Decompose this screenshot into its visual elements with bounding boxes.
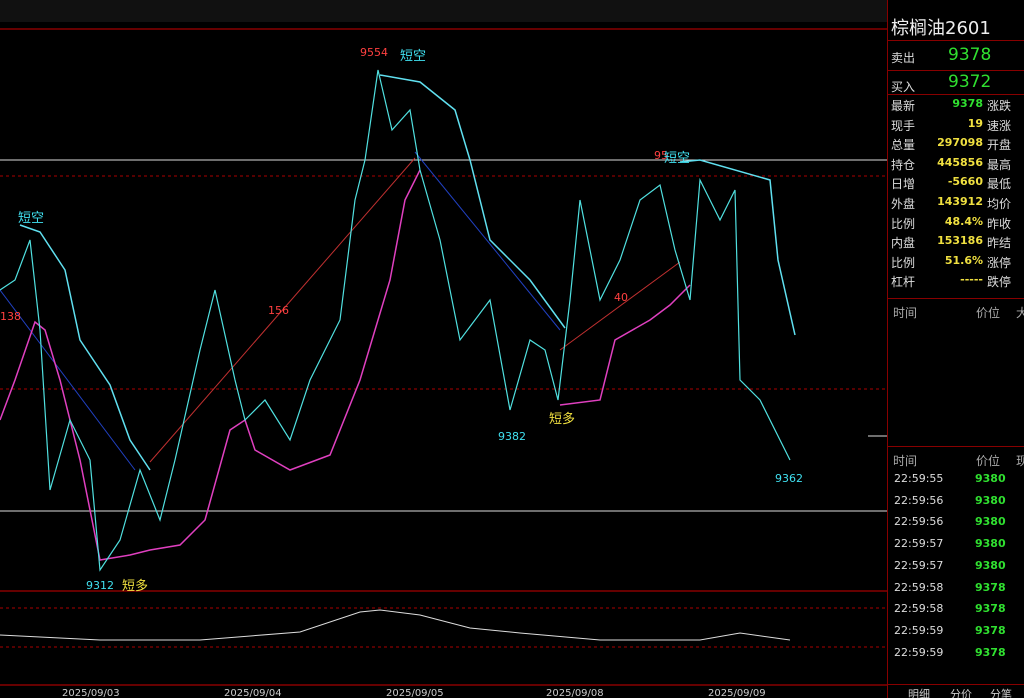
field-label: 最新 <box>891 99 916 113</box>
indicator-line <box>0 609 791 641</box>
field-label: 现手 <box>891 118 916 133</box>
price-label: 9362 <box>775 472 803 485</box>
kline-chart: 9554 短空 短空 156 9312 短多 9382 短多 9362 95 短… <box>0 0 887 698</box>
column-header: 现 <box>1016 454 1024 468</box>
trend-label: 40 <box>614 291 628 304</box>
label-group: 9554 短空 短空 156 9312 短多 9382 短多 9362 95 短… <box>0 46 803 594</box>
trend-label: 156 <box>268 304 289 317</box>
tick-time: 22:59:59 <box>894 623 944 637</box>
column-header: 价位 <box>976 454 1001 468</box>
date-label: 2025/09/03 <box>62 688 120 698</box>
tick-price: 9378 <box>975 623 1006 637</box>
field-value: 445856 <box>937 155 983 169</box>
field-label: 涨跌 <box>987 99 1012 113</box>
sell-label: 卖出 <box>891 51 916 65</box>
field-label: 比例 <box>891 255 916 270</box>
field-value: 153186 <box>937 234 983 248</box>
field-label: 外盘 <box>891 197 916 211</box>
field-value: 19 <box>967 116 983 130</box>
field-value: 51.6% <box>944 253 983 267</box>
field-label: 日增 <box>891 177 916 192</box>
price-line <box>0 69 791 572</box>
price-label: 9312 <box>86 579 114 592</box>
date-label: 2025/09/09 <box>708 688 766 698</box>
stop-line <box>379 74 566 329</box>
buy-label: 买入 <box>891 80 916 94</box>
tick-time: 22:59:57 <box>894 537 944 551</box>
signal-label: 短空 <box>400 49 426 64</box>
field-value: ----- <box>960 273 983 287</box>
column-header: 价位 <box>976 306 1001 320</box>
tick-price: 9378 <box>975 602 1006 616</box>
field-label: 最高 <box>987 157 1012 172</box>
field-label: 均价 <box>987 197 1012 211</box>
tick-price: 9380 <box>975 558 1006 572</box>
tick-price: 9380 <box>975 493 1006 507</box>
price-label: 9554 <box>360 46 388 59</box>
tick-time: 22:59:59 <box>894 645 944 659</box>
date-label: 2025/09/08 <box>546 688 604 698</box>
field-value: 48.4% <box>944 214 983 228</box>
tick-price: 9378 <box>975 580 1006 594</box>
field-label: 速涨 <box>987 118 1012 133</box>
buy-price: 9372 <box>948 72 992 92</box>
field-label: 内盘 <box>891 236 916 251</box>
trend-line <box>559 261 681 351</box>
field-label: 持仓 <box>891 157 916 172</box>
stop-line <box>19 224 151 471</box>
sell-price: 9378 <box>948 45 992 65</box>
stop-line <box>0 169 421 561</box>
signal-label: 短多 <box>549 411 575 427</box>
tick-time: 22:59:56 <box>894 515 944 529</box>
trend-label: 138 <box>0 310 21 323</box>
date-label: 2025/09/04 <box>224 688 282 698</box>
tick-price: 9380 <box>975 472 1006 485</box>
tab[interactable]: 分笔 <box>990 688 1012 698</box>
field-label: 昨收 <box>987 216 1012 231</box>
trend-line <box>0 289 136 471</box>
field-label: 昨结 <box>987 236 1012 251</box>
price-label: 9382 <box>498 430 526 443</box>
field-label: 最低 <box>987 177 1012 192</box>
tick-time: 22:59:57 <box>894 558 944 572</box>
field-label: 比例 <box>891 216 916 231</box>
tick-time: 22:59:58 <box>894 580 944 594</box>
column-header: 时间 <box>893 454 918 468</box>
tick-time: 22:59:55 <box>894 472 944 485</box>
tab[interactable]: 分价 <box>950 688 972 698</box>
field-label: 跌停 <box>987 275 1012 290</box>
trend-line <box>414 151 561 331</box>
tick-price: 9380 <box>975 537 1006 551</box>
signal-label: 短空 <box>18 211 44 226</box>
field-label: 杠杆 <box>891 275 916 290</box>
date-axis: 2025/09/03 2025/09/04 2025/09/05 2025/09… <box>62 688 766 698</box>
date-label: 2025/09/05 <box>386 688 444 698</box>
field-value: 9378 <box>952 97 983 110</box>
field-value: -5660 <box>947 175 983 189</box>
toolbar <box>0 0 887 22</box>
column-header: 大 <box>1016 306 1024 320</box>
contract-title: 棕榈油2601 <box>891 18 991 39</box>
signal-label: 短多 <box>122 578 148 594</box>
tick-time: 22:59:56 <box>894 493 944 507</box>
tick-price: 9380 <box>975 515 1006 529</box>
field-value: 143912 <box>937 195 983 208</box>
stop-line <box>559 284 691 406</box>
tick-price: 9378 <box>975 645 1006 659</box>
price-label: 95 <box>654 149 668 162</box>
signal-label: 短空 <box>664 151 690 166</box>
tab[interactable]: 明细 <box>908 688 930 698</box>
tick-time: 22:59:58 <box>894 602 944 616</box>
column-header: 时间 <box>893 306 918 320</box>
field-label: 总量 <box>891 138 916 153</box>
field-label: 开盘 <box>987 138 1012 153</box>
trend-line <box>149 157 416 463</box>
quote-panel: 棕榈油2601 卖出 9378 买入 9372 最新 9378 涨跌现手 19 速涨总量… <box>887 0 1024 698</box>
field-label: 涨停 <box>987 255 1012 270</box>
field-value: 297098 <box>937 136 983 150</box>
stop-line <box>679 159 796 336</box>
